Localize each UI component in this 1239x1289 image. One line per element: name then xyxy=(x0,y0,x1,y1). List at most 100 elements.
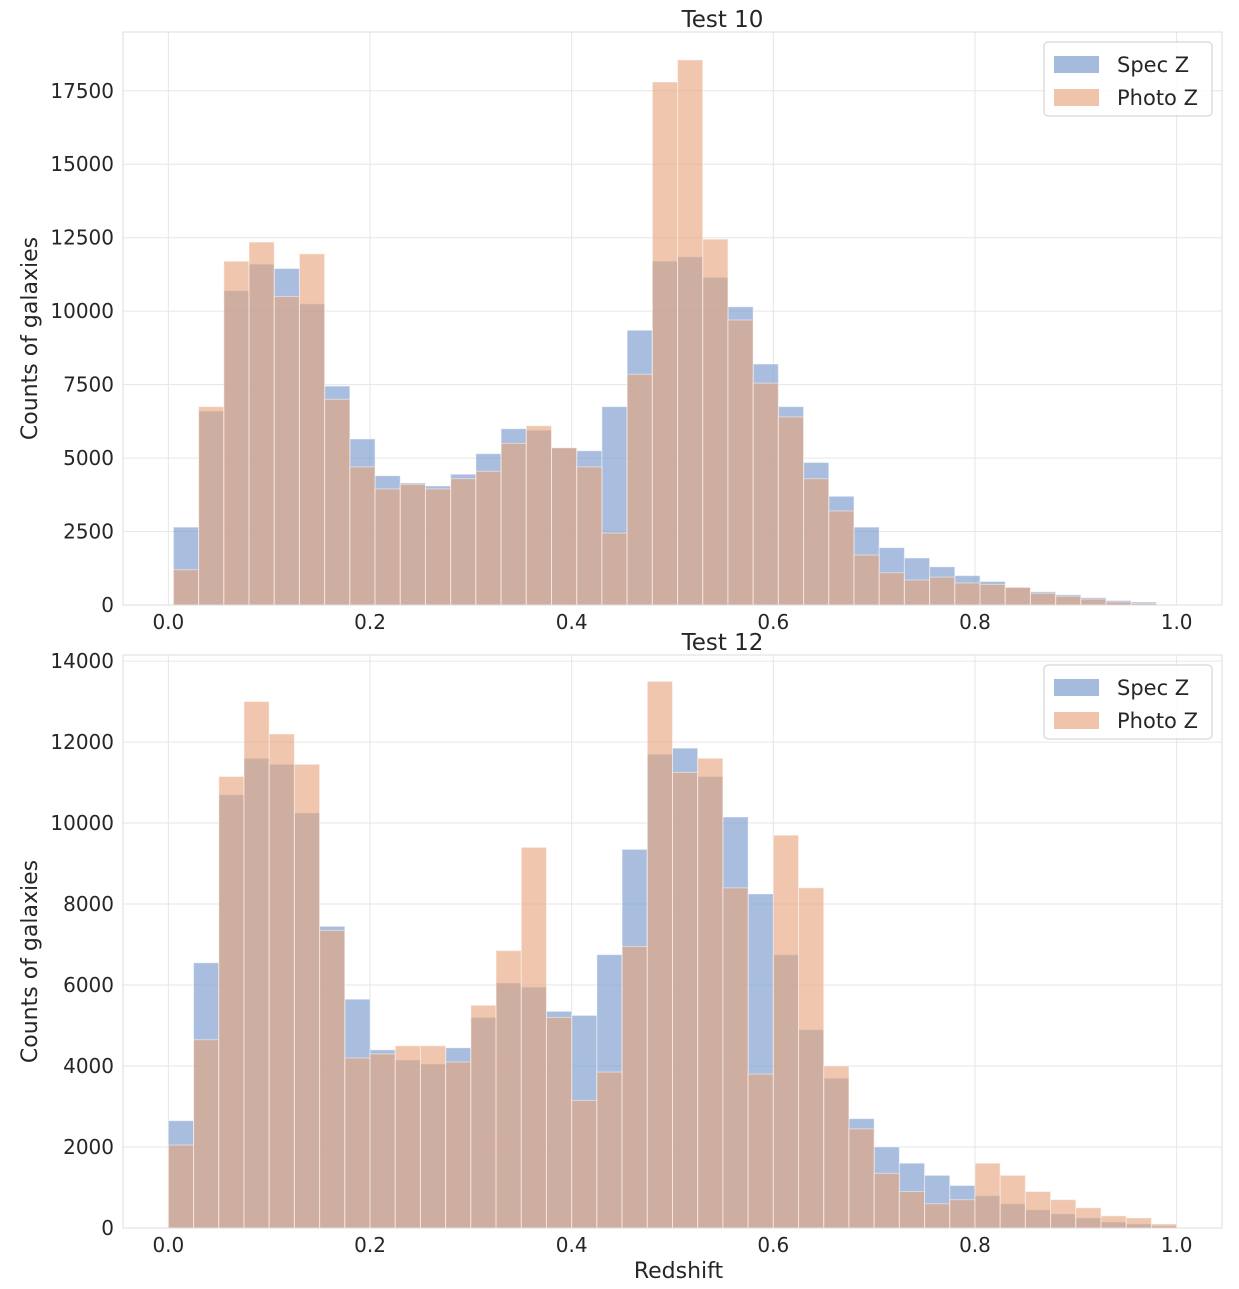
bar-photo-z-0 xyxy=(172,569,200,606)
plot-frame xyxy=(122,31,1223,606)
bar-photo-z-12 xyxy=(475,470,502,606)
x-tick-label-1-0: 1.0 xyxy=(1161,1233,1193,1257)
bar-photo-z-23 xyxy=(747,1073,774,1229)
bar-photo-z-32 xyxy=(979,583,1006,606)
tick-labels: 0.0 0.2 0.4 0.6 0.8 1.0 0 2500 5000 7500 10000 1250… xyxy=(50,79,1192,634)
bar-photo-z-27 xyxy=(848,1128,875,1229)
y-tick-label-4000: 4000 xyxy=(63,1054,114,1078)
y-tick-label-10000: 10000 xyxy=(50,299,114,323)
bar-photo-z-13 xyxy=(500,442,527,606)
bar-photo-z-20 xyxy=(672,771,699,1229)
chart-bars xyxy=(167,680,1178,1229)
bar-photo-z-32 xyxy=(974,1162,1001,1229)
y-tick-label-17500: 17500 xyxy=(50,79,114,103)
x-tick-label-0-2: 0.2 xyxy=(354,1233,386,1257)
bar-photo-z-21 xyxy=(702,238,729,606)
bar-photo-z-31 xyxy=(954,582,981,606)
y-tick-label-12000: 12000 xyxy=(50,730,114,754)
bar-photo-z-31 xyxy=(949,1199,976,1229)
bar-photo-z-1 xyxy=(193,1039,220,1229)
bar-photo-z-25 xyxy=(798,887,825,1229)
bar-photo-z-17 xyxy=(601,532,628,606)
chart-title: Test 10 xyxy=(681,7,764,33)
x-tick-label-0-0: 0.0 xyxy=(152,610,184,634)
y-axis-label: Counts of galaxies xyxy=(18,237,43,440)
x-tick-label-0-2: 0.2 xyxy=(354,610,386,634)
bar-photo-z-36 xyxy=(1075,1207,1102,1229)
bar-photo-z-14 xyxy=(525,425,553,606)
bar-photo-z-24 xyxy=(772,834,800,1229)
bar-photo-z-7 xyxy=(344,1057,371,1229)
legend-label-spec-z: Spec Z xyxy=(1117,53,1189,77)
bar-photo-z-5 xyxy=(298,253,326,606)
bar-photo-z-19 xyxy=(646,680,674,1229)
bar-photo-z-7 xyxy=(349,466,376,606)
bar-photo-z-8 xyxy=(369,1053,396,1229)
chart-test-10: 0.0 0.2 0.4 0.6 0.8 1.0 0 2500 5000 7500 10000 1250… xyxy=(18,7,1223,634)
bar-photo-z-35 xyxy=(1050,1199,1077,1229)
bar-photo-z-9 xyxy=(394,1045,421,1229)
y-tick-label-10000: 10000 xyxy=(50,811,114,835)
bar-photo-z-4 xyxy=(273,295,300,606)
bar-photo-z-1 xyxy=(198,406,225,606)
x-tick-label-0-8: 0.8 xyxy=(959,1233,991,1257)
bar-photo-z-27 xyxy=(853,554,880,606)
y-tick-label-5000: 5000 xyxy=(63,446,114,470)
bar-photo-z-5 xyxy=(293,763,321,1229)
bar-photo-z-18 xyxy=(626,373,653,606)
legend-swatch-spec-z xyxy=(1054,56,1099,73)
bar-photo-z-19 xyxy=(651,81,679,606)
bar-photo-z-24 xyxy=(777,416,805,606)
chart-test-12: 0.0 0.2 0.4 0.6 0.8 1.0 0 2000 4000 6000 8000 10000… xyxy=(18,630,1223,1284)
bar-photo-z-15 xyxy=(551,447,578,606)
bar-photo-z-6 xyxy=(319,929,346,1229)
legend-label-photo-z: Photo Z xyxy=(1117,86,1198,110)
bar-photo-z-10 xyxy=(424,488,452,606)
bar-photo-z-22 xyxy=(727,319,754,606)
bar-photo-z-28 xyxy=(873,1172,900,1229)
x-tick-label-0-6: 0.6 xyxy=(757,610,789,634)
bar-photo-z-34 xyxy=(1029,592,1057,606)
y-tick-label-0: 0 xyxy=(101,593,114,617)
tick-labels: 0.0 0.2 0.4 0.6 0.8 1.0 0 2000 4000 6000 8000 10000… xyxy=(50,649,1192,1257)
bar-photo-z-38 xyxy=(1125,1217,1152,1229)
bar-photo-z-8 xyxy=(374,488,401,606)
bar-photo-z-28 xyxy=(878,572,905,606)
bar-photo-z-15 xyxy=(545,1016,573,1229)
x-tick-label-0-6: 0.6 xyxy=(757,1233,789,1257)
bar-photo-z-22 xyxy=(722,887,749,1229)
y-tick-label-14000: 14000 xyxy=(50,649,114,673)
legend: Spec Z Photo Z xyxy=(1043,664,1213,740)
legend-swatch-photo-z xyxy=(1054,89,1099,106)
x-tick-label-0-4: 0.4 xyxy=(556,1233,588,1257)
bar-photo-z-29 xyxy=(898,1191,926,1229)
legend-swatch-spec-z xyxy=(1054,679,1099,696)
bar-photo-z-34 xyxy=(1024,1191,1052,1229)
chart-bars xyxy=(172,59,1157,606)
y-tick-label-15000: 15000 xyxy=(50,152,114,176)
x-tick-label-0-8: 0.8 xyxy=(959,610,991,634)
y-tick-label-2000: 2000 xyxy=(63,1135,114,1159)
bar-photo-z-11 xyxy=(445,1061,472,1229)
bar-photo-z-16 xyxy=(571,1099,598,1229)
bar-photo-z-13 xyxy=(495,950,522,1229)
y-tick-label-2500: 2500 xyxy=(63,520,114,544)
y-tick-label-0: 0 xyxy=(101,1216,114,1240)
plot-frame xyxy=(122,654,1223,1229)
bar-photo-z-16 xyxy=(576,466,603,606)
bar-photo-z-29 xyxy=(903,579,931,606)
bar-photo-z-23 xyxy=(752,382,779,606)
bar-photo-z-6 xyxy=(324,398,351,606)
bar-photo-z-25 xyxy=(803,478,830,606)
bar-photo-z-4 xyxy=(268,733,295,1229)
bar-photo-z-33 xyxy=(1004,586,1031,606)
bar-photo-z-2 xyxy=(223,260,250,606)
y-axis-label: Counts of galaxies xyxy=(18,860,43,1063)
bar-photo-z-39 xyxy=(1150,1223,1178,1229)
bar-photo-z-30 xyxy=(924,1203,951,1229)
bar-photo-z-26 xyxy=(828,510,855,606)
x-axis-label: Redshift xyxy=(634,1259,724,1284)
bar-photo-z-26 xyxy=(823,1065,850,1229)
bar-photo-z-9 xyxy=(399,484,426,606)
